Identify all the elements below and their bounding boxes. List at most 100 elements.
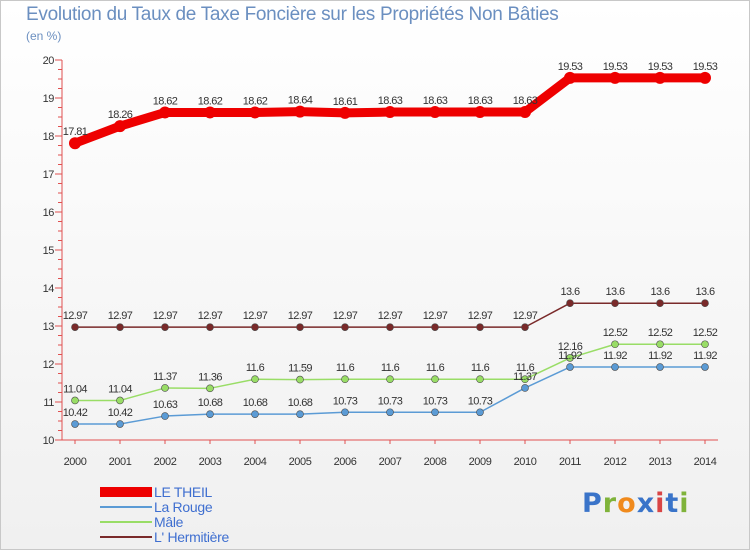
data-label-la-rouge: 11.92 — [603, 350, 627, 362]
data-point-la-rouge — [71, 420, 79, 428]
data-point-l-hermiti-re — [521, 323, 529, 331]
data-label-la-rouge: 11.37 — [513, 371, 537, 383]
x-tick-label: 2006 — [334, 456, 357, 468]
legend-item-l-hermitiere: L' Hermitière — [100, 529, 300, 545]
y-unit-label: (en %) — [26, 29, 62, 43]
data-label-m-le: 12.16 — [558, 341, 583, 353]
data-point-le-theil — [114, 120, 126, 133]
data-label-l-hermiti-re: 12.97 — [153, 310, 178, 322]
x-tick-label: 2002 — [154, 456, 177, 468]
data-label-le-theil: 19.53 — [603, 61, 628, 73]
proxiti-logo: Proxiti — [582, 488, 690, 519]
legend-item-le-theil: LE THEIL — [100, 484, 300, 500]
y-tick-label: 13 — [43, 321, 55, 333]
data-point-la-rouge — [341, 408, 349, 417]
data-point-m-le — [566, 354, 574, 362]
data-label-le-theil: 18.61 — [333, 96, 358, 108]
data-point-la-rouge — [611, 363, 619, 371]
data-point-la-rouge — [521, 384, 529, 392]
y-tick-label: 14 — [43, 283, 55, 295]
data-point-m-le — [701, 340, 709, 349]
data-point-le-theil — [654, 71, 666, 84]
x-tick-label: 2009 — [469, 456, 492, 468]
data-point-m-le — [431, 375, 439, 384]
data-label-l-hermiti-re: 13.6 — [695, 286, 714, 298]
data-label-la-rouge: 10.68 — [198, 397, 223, 409]
data-label-l-hermiti-re: 13.6 — [650, 286, 669, 298]
data-point-l-hermiti-re — [116, 323, 124, 331]
x-tick-label: 2008 — [424, 456, 447, 468]
data-point-m-le — [611, 340, 619, 349]
data-label-le-theil: 19.53 — [558, 61, 583, 73]
x-tick-label: 2005 — [289, 456, 312, 468]
data-point-la-rouge — [566, 363, 574, 371]
data-point-l-hermiti-re — [341, 323, 349, 331]
x-tick-label: 2013 — [649, 456, 672, 468]
data-label-l-hermiti-re: 12.97 — [423, 310, 448, 322]
data-label-la-rouge: 10.42 — [63, 407, 88, 419]
data-label-l-hermiti-re: 12.97 — [108, 310, 133, 322]
data-point-la-rouge — [386, 408, 394, 417]
data-point-m-le — [521, 375, 529, 384]
data-label-le-theil: 19.53 — [693, 61, 718, 73]
data-label-l-hermiti-re: 12.97 — [513, 310, 538, 322]
legend-label-male: Mâle — [154, 514, 184, 530]
data-point-m-le — [656, 340, 664, 349]
data-point-m-le — [251, 375, 259, 384]
x-tick-label: 2000 — [64, 456, 87, 468]
data-point-l-hermiti-re — [386, 323, 394, 331]
x-tick-label: 2010 — [514, 456, 537, 468]
data-point-l-hermiti-re — [71, 323, 79, 331]
data-label-l-hermiti-re: 12.97 — [468, 310, 493, 322]
data-point-la-rouge — [251, 410, 259, 418]
data-label-m-le: 11.36 — [198, 371, 222, 383]
data-point-le-theil — [159, 106, 171, 119]
x-tick-label: 2012 — [604, 456, 627, 468]
data-label-la-rouge: 10.73 — [333, 395, 358, 407]
data-point-l-hermiti-re — [476, 323, 484, 331]
legend-swatch-la-rouge — [100, 506, 152, 508]
data-label-m-le: 11.37 — [153, 371, 177, 383]
data-point-m-le — [341, 375, 349, 384]
logo-letter: t — [665, 488, 680, 519]
data-label-le-theil: 18.62 — [153, 95, 178, 107]
data-point-la-rouge — [206, 410, 214, 418]
data-label-la-rouge: 10.68 — [288, 397, 313, 409]
data-label-la-rouge: 11.92 — [558, 350, 582, 362]
data-point-l-hermiti-re — [656, 299, 664, 308]
data-label-le-theil: 17.81 — [63, 126, 88, 138]
data-label-le-theil: 19.53 — [648, 61, 673, 73]
data-label-la-rouge: 11.92 — [693, 350, 717, 362]
data-point-m-le — [116, 396, 124, 405]
data-point-l-hermiti-re — [566, 299, 574, 308]
data-label-m-le: 12.52 — [603, 327, 628, 339]
logo-letter: r — [602, 488, 618, 519]
data-point-m-le — [386, 375, 394, 384]
legend-swatch-le-theil — [100, 487, 152, 497]
data-label-la-rouge: 10.73 — [468, 395, 493, 407]
x-tick-label: 2007 — [379, 456, 402, 468]
y-tick-label: 20 — [43, 55, 55, 67]
logo-letter: o — [617, 488, 637, 519]
data-point-m-le — [296, 375, 304, 384]
data-label-l-hermiti-re: 13.6 — [605, 286, 624, 298]
data-point-l-hermiti-re — [206, 323, 214, 331]
data-point-le-theil — [609, 71, 621, 84]
y-tick-label: 10 — [43, 435, 55, 447]
data-label-m-le: 11.6 — [336, 362, 355, 374]
data-point-la-rouge — [656, 363, 664, 371]
logo-letter: i — [655, 488, 666, 519]
legend-swatch-male — [100, 521, 152, 523]
line-chart: 10 11 12 13 14 15 16 17 18 19 20 2000 2001 2002 2003 20… — [43, 55, 719, 468]
data-label-m-le: 12.52 — [693, 327, 718, 339]
data-label-l-hermiti-re: 13.6 — [560, 286, 579, 298]
data-label-m-le: 11.6 — [246, 362, 265, 374]
data-point-le-theil — [294, 105, 306, 118]
data-label-la-rouge: 10.63 — [153, 399, 178, 411]
data-point-le-theil — [564, 71, 576, 84]
x-tick-label: 2014 — [694, 456, 717, 468]
data-label-le-theil: 18.63 — [468, 95, 493, 107]
data-point-le-theil — [519, 106, 531, 119]
data-point-le-theil — [204, 106, 216, 119]
